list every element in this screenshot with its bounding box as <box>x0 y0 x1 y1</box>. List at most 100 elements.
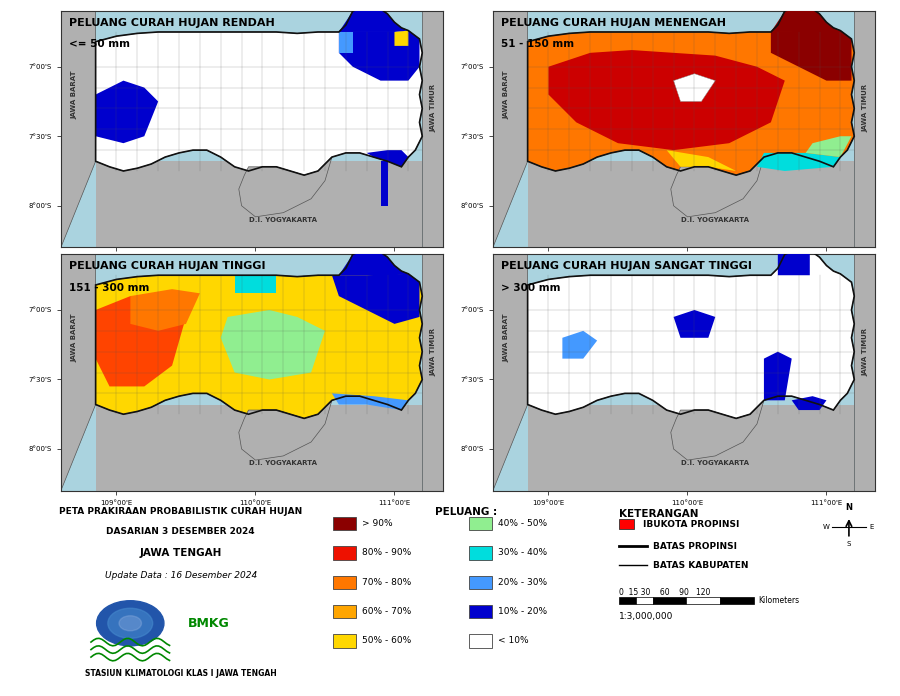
Text: JAWA TENGAH: JAWA TENGAH <box>140 548 222 558</box>
Text: JAWA TIMUR: JAWA TIMUR <box>862 328 868 376</box>
Polygon shape <box>527 251 854 418</box>
Text: 0  15 30    60    90   120: 0 15 30 60 90 120 <box>619 587 710 596</box>
Polygon shape <box>130 289 200 331</box>
Text: D.I. YOGYAKARTA: D.I. YOGYAKARTA <box>249 216 318 223</box>
Polygon shape <box>339 7 409 32</box>
Polygon shape <box>670 157 764 217</box>
Text: 10% - 20%: 10% - 20% <box>498 607 547 616</box>
Text: JAWA TIMUR: JAWA TIMUR <box>430 84 436 132</box>
Polygon shape <box>667 150 736 171</box>
Bar <box>652 597 686 604</box>
Bar <box>469 517 492 530</box>
Polygon shape <box>422 11 443 247</box>
Text: D.I. YOGYAKARTA: D.I. YOGYAKARTA <box>681 460 750 466</box>
Text: PELUANG CURAH HUJAN MENENGAH: PELUANG CURAH HUJAN MENENGAH <box>500 18 725 29</box>
Text: BATAS PROPINSI: BATAS PROPINSI <box>652 541 736 551</box>
Polygon shape <box>339 251 409 275</box>
Text: KETERANGAN: KETERANGAN <box>619 509 698 519</box>
Polygon shape <box>548 50 785 150</box>
Text: PELUANG CURAH HUJAN SANGAT TINGGI: PELUANG CURAH HUJAN SANGAT TINGGI <box>500 262 752 271</box>
Polygon shape <box>854 255 875 491</box>
Polygon shape <box>95 7 422 175</box>
Polygon shape <box>332 393 409 410</box>
Text: 20% - 30%: 20% - 30% <box>498 578 547 587</box>
Polygon shape <box>61 255 95 491</box>
Text: 70% - 80%: 70% - 80% <box>362 578 411 587</box>
Polygon shape <box>95 161 422 247</box>
Polygon shape <box>673 74 716 102</box>
Text: 80% - 90%: 80% - 90% <box>362 548 411 557</box>
Text: < 10%: < 10% <box>498 636 528 645</box>
Text: D.I. YOGYAKARTA: D.I. YOGYAKARTA <box>249 460 318 466</box>
Polygon shape <box>339 32 353 53</box>
Polygon shape <box>366 150 409 167</box>
Text: 50% - 60%: 50% - 60% <box>362 636 411 645</box>
Polygon shape <box>95 296 186 386</box>
Polygon shape <box>238 400 332 460</box>
Bar <box>332 546 356 560</box>
Bar <box>635 597 652 604</box>
Text: 151 - 300 mm: 151 - 300 mm <box>68 283 148 293</box>
Text: JAWA BARAT: JAWA BARAT <box>504 70 509 119</box>
Bar <box>469 546 492 560</box>
Bar <box>332 576 356 589</box>
Text: 40% - 50%: 40% - 50% <box>498 519 547 528</box>
Polygon shape <box>527 404 854 491</box>
Text: > 90%: > 90% <box>362 519 392 528</box>
Bar <box>686 597 720 604</box>
Polygon shape <box>764 351 792 400</box>
Polygon shape <box>61 11 95 247</box>
Polygon shape <box>95 404 422 491</box>
Polygon shape <box>673 310 716 338</box>
Polygon shape <box>95 81 158 143</box>
Bar <box>619 519 634 529</box>
Polygon shape <box>493 255 527 491</box>
Polygon shape <box>381 161 388 206</box>
Text: S: S <box>847 541 851 547</box>
Text: Update Data : 16 Desember 2024: Update Data : 16 Desember 2024 <box>104 571 256 580</box>
Bar <box>720 597 753 604</box>
Polygon shape <box>670 400 764 460</box>
Polygon shape <box>771 31 851 81</box>
Bar <box>332 517 356 530</box>
Text: D.I. YOGYAKARTA: D.I. YOGYAKARTA <box>681 216 750 223</box>
Bar <box>469 605 492 618</box>
Text: PELUANG CURAH HUJAN TINGGI: PELUANG CURAH HUJAN TINGGI <box>68 262 265 271</box>
Circle shape <box>108 608 153 638</box>
Polygon shape <box>422 255 443 491</box>
Polygon shape <box>792 396 826 410</box>
Polygon shape <box>778 251 810 275</box>
Circle shape <box>96 601 164 646</box>
Text: W: W <box>823 524 830 530</box>
Polygon shape <box>339 31 419 81</box>
Bar <box>469 576 492 589</box>
Polygon shape <box>527 7 854 175</box>
Bar <box>332 634 356 648</box>
Text: PETA PRAKIRAAN PROBABILISTIK CURAH HUJAN: PETA PRAKIRAAN PROBABILISTIK CURAH HUJAN <box>59 507 302 516</box>
Bar <box>332 605 356 618</box>
Text: JAWA TIMUR: JAWA TIMUR <box>862 84 868 132</box>
Text: <= 50 mm: <= 50 mm <box>68 40 130 49</box>
Text: PELUANG CURAH HUJAN RENDAH: PELUANG CURAH HUJAN RENDAH <box>68 18 274 29</box>
Polygon shape <box>220 310 325 379</box>
Text: JAWA BARAT: JAWA BARAT <box>72 313 77 362</box>
Polygon shape <box>806 136 851 157</box>
Polygon shape <box>771 7 841 32</box>
Polygon shape <box>493 11 527 247</box>
Polygon shape <box>95 251 422 418</box>
Polygon shape <box>757 153 841 171</box>
Text: BATAS KABUPATEN: BATAS KABUPATEN <box>652 560 748 569</box>
Text: JAWA TIMUR: JAWA TIMUR <box>430 328 436 376</box>
Text: Kilometers: Kilometers <box>758 596 799 606</box>
Text: DASARIAN 3 DESEMBER 2024: DASARIAN 3 DESEMBER 2024 <box>106 528 255 537</box>
Text: PELUANG :: PELUANG : <box>435 507 497 516</box>
Polygon shape <box>332 274 419 324</box>
Bar <box>619 597 635 604</box>
Circle shape <box>119 616 141 631</box>
Polygon shape <box>854 11 875 247</box>
Polygon shape <box>527 161 854 247</box>
Text: STASIUN KLIMATOLOGI KLAS I JAWA TENGAH: STASIUN KLIMATOLOGI KLAS I JAWA TENGAH <box>85 669 276 678</box>
Text: 1:3,000,000: 1:3,000,000 <box>619 612 673 621</box>
Text: > 300 mm: > 300 mm <box>500 283 560 293</box>
Text: JAWA BARAT: JAWA BARAT <box>504 313 509 362</box>
